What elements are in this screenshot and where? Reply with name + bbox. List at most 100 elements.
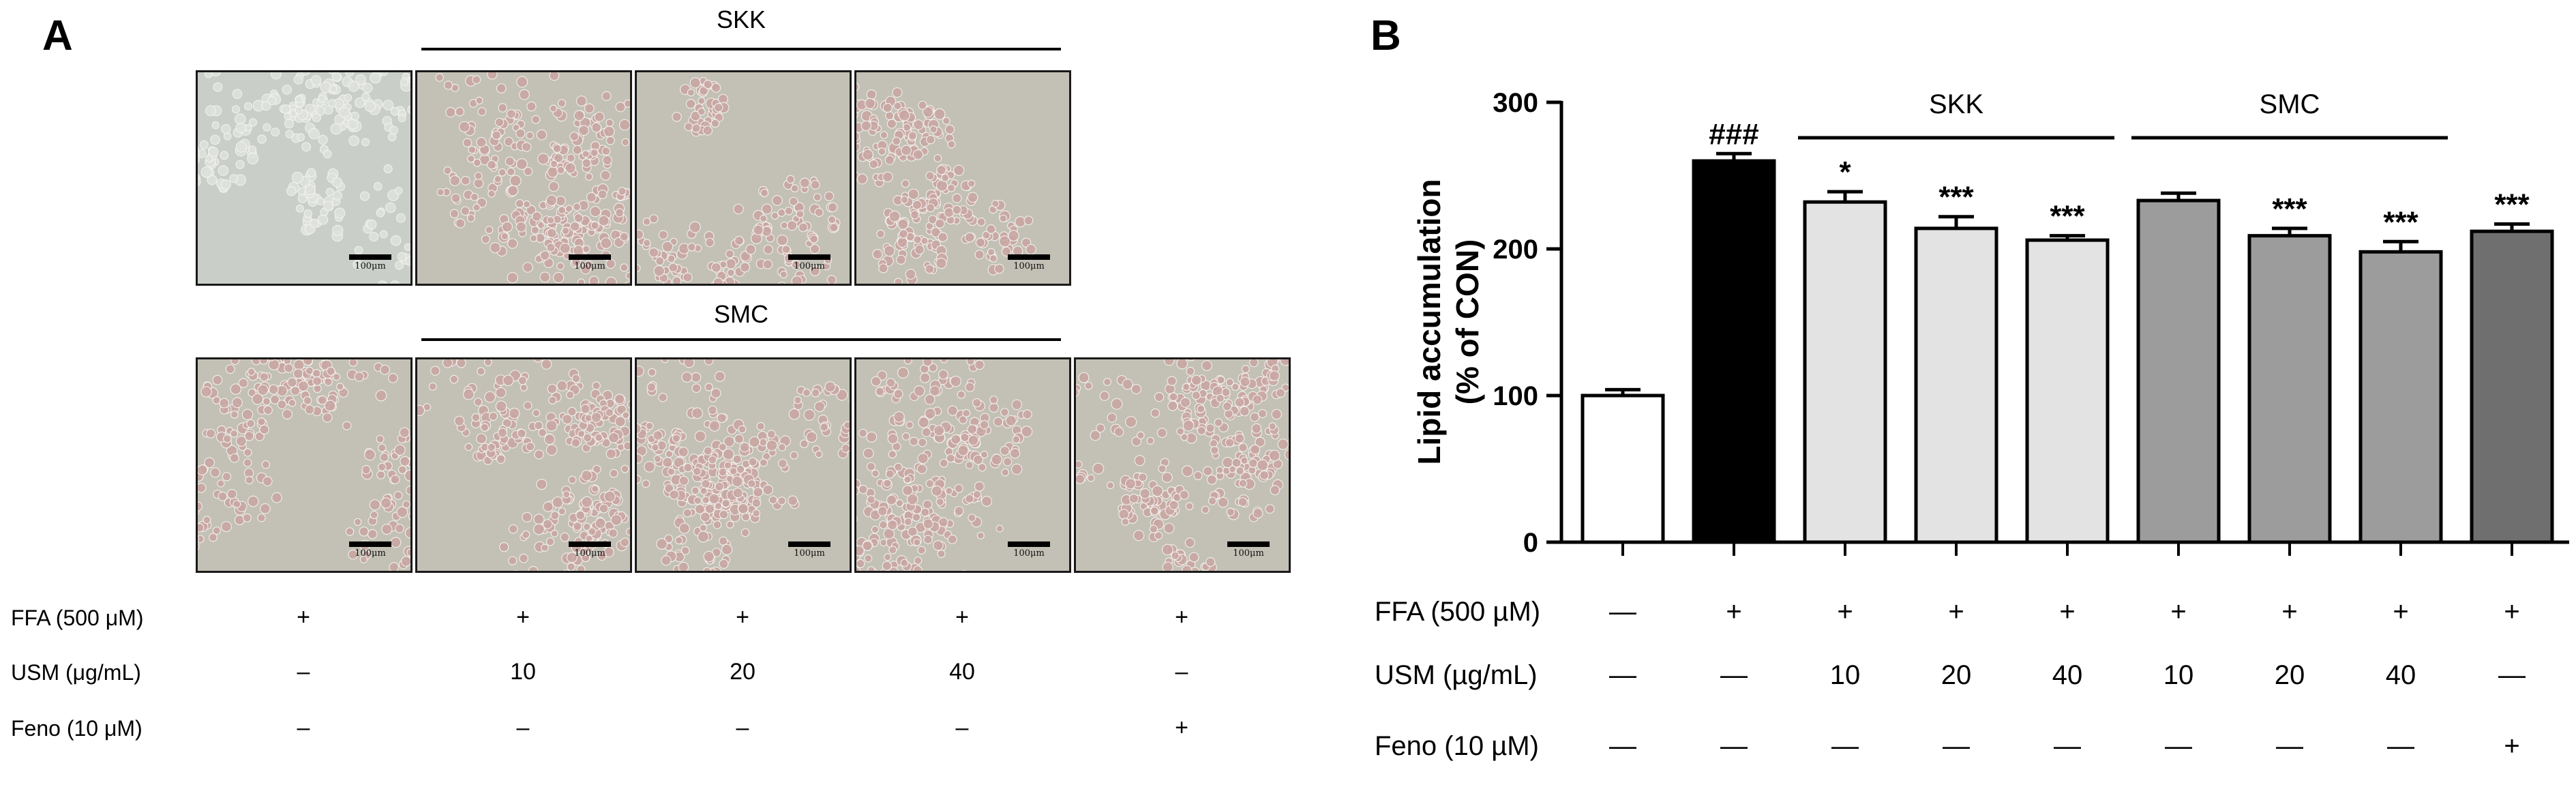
smc-group-line <box>421 338 1061 341</box>
bar <box>2470 229 2554 544</box>
scale-bar-label: 100μm <box>794 261 825 271</box>
panel-b-treatment-cell: — <box>1609 660 1636 690</box>
panel-b-treatment-cell: + <box>2504 731 2520 761</box>
panel-b-treatment-cell: — <box>1609 731 1636 761</box>
panel-a-usm-label: USM (μg/mL) <box>11 660 141 685</box>
panel-b-usm-label: USM (µg/mL) <box>1375 660 1538 690</box>
bar <box>1692 159 1776 544</box>
panel-b-treatment-cell: — <box>1720 731 1748 761</box>
panel-a-ffa-label: FFA (500 μM) <box>11 606 144 630</box>
y-axis-label-line-2: (% of CON) <box>1450 239 1485 405</box>
panel-a-treatment-cell: – <box>955 715 969 741</box>
scale-bar: 100μm <box>349 541 391 559</box>
scale-bar-line <box>788 541 830 547</box>
scale-bar: 100μm <box>1008 541 1050 559</box>
bar <box>1803 200 1887 544</box>
panel-b-treatment-cell: + <box>2281 597 2298 627</box>
panel-b-treatment-cell: — <box>1943 731 1970 761</box>
panel-b-treatment-cell: + <box>1837 597 1853 627</box>
panel-a-treatment-cell: + <box>516 604 530 630</box>
panel-b-treatment-cell: — <box>1831 731 1859 761</box>
scale-bar-line <box>569 541 611 547</box>
significance-mark: *** <box>2494 188 2530 221</box>
micrograph-ffa: 100μm <box>196 357 413 573</box>
bar <box>2358 250 2443 544</box>
panel-b-treatment-cell: — <box>2498 660 2526 690</box>
scale-bar-label: 100μm <box>574 548 605 559</box>
scale-bar-line <box>349 254 391 260</box>
significance-mark: *** <box>1938 181 1974 214</box>
panel-b-treatment-cell: + <box>1726 597 1742 627</box>
panel-a-treatment-cell: + <box>1175 604 1188 630</box>
panel-a-treatment-cell: – <box>297 659 310 685</box>
panel-b-treatment-cell: + <box>2504 597 2520 627</box>
micrograph-skk-20: 100μm <box>635 70 852 286</box>
panel-b-treatment-cell: + <box>2393 597 2409 627</box>
scale-bar: 100μm <box>788 541 830 559</box>
y-axis-label-line-1: Lipid accumulation <box>1411 179 1447 464</box>
bar <box>1581 394 1665 544</box>
scale-bar-line <box>1227 541 1270 547</box>
panel-a-treatment-cell: 20 <box>730 659 755 685</box>
scale-bar-line <box>1008 541 1050 547</box>
panel-b-feno-label: Feno (10 µM) <box>1375 731 1539 761</box>
micrograph-smc-40: 100μm <box>854 357 1071 573</box>
panel-a-treatment-cell: – <box>1175 659 1188 685</box>
bar <box>2025 238 2110 544</box>
panel-b-treatment-cell: 20 <box>2274 660 2305 690</box>
panel-a-treatment-cell: + <box>955 604 969 630</box>
scale-bar-label: 100μm <box>574 261 605 271</box>
panel-b-treatment-cell: — <box>2165 731 2192 761</box>
panel-b-ffa-label: FFA (500 µM) <box>1375 597 1541 627</box>
scale-bar-label: 100μm <box>355 261 386 271</box>
smc-group-label: SMC <box>714 300 768 328</box>
scale-bar: 100μm <box>569 254 611 271</box>
significance-mark: *** <box>2272 192 2307 226</box>
scale-bar-line <box>349 541 391 547</box>
panel-a-treatment-cell: + <box>736 604 749 630</box>
scale-bar-label: 100μm <box>1233 548 1264 559</box>
panel-a-treatment-cell: 40 <box>949 659 975 685</box>
scale-bar-label: 100μm <box>1013 548 1045 559</box>
micrograph-smc-20: 100μm <box>635 357 852 573</box>
micrograph-skk-10: 100μm <box>415 70 632 286</box>
micrograph-smc-10: 100μm <box>415 357 632 573</box>
significance-mark: ### <box>1709 117 1758 151</box>
panel-b-letter: B <box>1371 12 1401 59</box>
y-tick-label: 200 <box>1493 235 1538 265</box>
panel-a-treatment-cell: – <box>297 715 310 741</box>
scale-bar: 100μm <box>1227 541 1270 559</box>
group-label: SKK <box>1929 89 1983 119</box>
bar <box>2247 234 2332 544</box>
skk-group-line <box>421 48 1061 50</box>
panel-a-treatment-cell: – <box>736 715 749 741</box>
scale-bar: 100μm <box>1008 254 1050 271</box>
micrograph-control: 100μm <box>196 70 413 286</box>
panel-b-treatment-cell: 10 <box>2163 660 2194 690</box>
skk-group-label: SKK <box>716 5 766 33</box>
scale-bar-label: 100μm <box>355 548 386 559</box>
panel-b-treatment-cell: — <box>2387 731 2414 761</box>
y-tick-label: 300 <box>1493 88 1538 118</box>
panel-b-treatment-cell: + <box>2059 597 2076 627</box>
panel-a-treatment-cell: + <box>1175 715 1188 741</box>
scale-bar: 100μm <box>349 254 391 271</box>
scale-bar-line <box>569 254 611 260</box>
panel-b-treatment-cell: — <box>1720 660 1748 690</box>
scale-bar-label: 100μm <box>1013 261 1045 271</box>
panel-b-treatment-cell: + <box>1948 597 1964 627</box>
panel-a-treatment-cell: 10 <box>510 659 536 685</box>
y-tick-label: 100 <box>1493 381 1538 411</box>
panel-b-treatment-cell: — <box>2054 731 2081 761</box>
panel-b-treatment-cell: 10 <box>1829 660 1861 690</box>
bar <box>1914 226 1998 544</box>
panel-b-treatment-cell: + <box>2170 597 2187 627</box>
panel-b-treatment-cell: 40 <box>2052 660 2083 690</box>
significance-mark: *** <box>2383 205 2418 239</box>
panel-b-treatment-cell: 20 <box>1941 660 1972 690</box>
panel-a-feno-label: Feno (10 μM) <box>11 716 143 741</box>
panel-a-treatment-cell: + <box>297 604 310 630</box>
panel-a-treatment-cell: – <box>516 715 530 741</box>
scale-bar-line <box>1008 254 1050 260</box>
